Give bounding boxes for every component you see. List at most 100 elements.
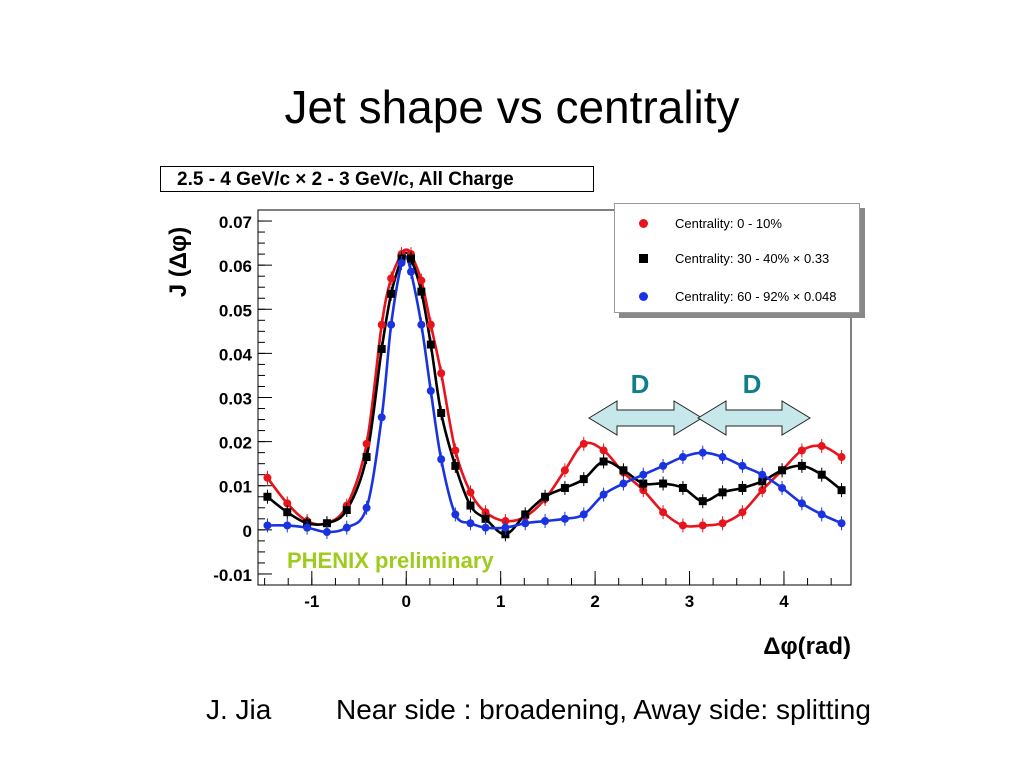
data-point xyxy=(718,488,727,497)
data-point xyxy=(417,287,426,296)
y-tick-label: 0.01 xyxy=(219,478,252,497)
legend-item: Centrality: 60 - 92% × 0.048 xyxy=(615,287,859,307)
y-tick-label: -0.01 xyxy=(213,566,252,585)
data-point xyxy=(362,453,371,462)
x-tick-label: -1 xyxy=(304,592,319,611)
data-point xyxy=(778,466,787,475)
slide-title: Jet shape vs centrality xyxy=(284,81,740,133)
data-point xyxy=(659,479,668,488)
data-point xyxy=(377,344,386,353)
data-point xyxy=(817,442,826,451)
data-point xyxy=(387,320,396,329)
data-point xyxy=(406,254,415,263)
data-point xyxy=(599,446,608,455)
data-point xyxy=(698,497,707,506)
data-point xyxy=(501,523,510,532)
y-tick-label: 0 xyxy=(243,522,252,541)
data-point xyxy=(387,289,396,298)
data-point xyxy=(303,523,312,532)
data-point xyxy=(837,486,846,495)
legend: Centrality: 0 - 10% Centrality: 30 - 40%… xyxy=(614,203,860,313)
data-point xyxy=(322,528,331,537)
data-point xyxy=(579,475,588,484)
data-point xyxy=(659,461,668,470)
legend-item: Centrality: 0 - 10% xyxy=(615,214,859,234)
double-arrow xyxy=(697,400,811,436)
data-point xyxy=(397,258,406,267)
data-point xyxy=(758,470,767,479)
data-point xyxy=(758,486,767,495)
arrow-label: D xyxy=(743,369,762,399)
data-point xyxy=(560,514,569,523)
data-point xyxy=(426,386,435,395)
data-point xyxy=(481,514,490,523)
y-tick-label: 0.02 xyxy=(219,434,252,453)
y-tick-label: 0.07 xyxy=(219,213,252,232)
data-point xyxy=(817,510,826,519)
data-point xyxy=(466,501,475,510)
data-point xyxy=(521,519,530,528)
legend-marker-blue xyxy=(639,292,648,301)
data-point xyxy=(797,499,806,508)
x-tick-label: 4 xyxy=(779,592,789,611)
data-point xyxy=(417,276,426,285)
data-point xyxy=(437,455,446,464)
data-point xyxy=(362,439,371,448)
data-point xyxy=(322,519,331,528)
data-point xyxy=(377,413,386,422)
annotations: PHENIX preliminary D D xyxy=(287,369,811,573)
data-point xyxy=(837,453,846,462)
data-point xyxy=(837,519,846,528)
data-point xyxy=(579,510,588,519)
legend-marker-black xyxy=(639,254,648,263)
x-tick-label: 2 xyxy=(590,592,599,611)
data-point xyxy=(466,488,475,497)
data-points xyxy=(263,247,846,542)
data-point xyxy=(451,510,460,519)
data-point xyxy=(698,448,707,457)
data-point xyxy=(437,369,446,378)
legend-label: Centrality: 30 - 40% × 0.33 xyxy=(675,251,830,266)
data-point xyxy=(639,470,648,479)
x-tick-label: 0 xyxy=(402,592,411,611)
data-point xyxy=(541,517,550,526)
y-tick-label: 0.05 xyxy=(219,301,252,320)
data-point xyxy=(797,461,806,470)
legend-label: Centrality: 0 - 10% xyxy=(675,216,782,231)
data-point xyxy=(541,492,550,501)
data-point xyxy=(738,508,747,517)
data-point xyxy=(639,479,648,488)
data-point xyxy=(678,483,687,492)
data-point xyxy=(387,274,396,283)
data-point xyxy=(283,508,292,517)
data-point xyxy=(406,267,415,276)
x-tick-label: 1 xyxy=(496,592,505,611)
data-point xyxy=(698,521,707,530)
x-tick-label: 3 xyxy=(685,592,694,611)
arrow-label: D xyxy=(631,369,650,399)
y-tick-label: 0.06 xyxy=(219,257,252,276)
data-point xyxy=(283,521,292,530)
footer-author: J. Jia xyxy=(206,694,272,725)
data-point xyxy=(659,508,668,517)
data-point xyxy=(466,519,475,528)
data-point xyxy=(263,473,272,482)
data-point xyxy=(738,461,747,470)
plot-frame: -0.01 0 0.01 0.02 0.03 0.04 0.05 0.06 0.07 -1 0 1 2 3… xyxy=(165,209,852,660)
data-point xyxy=(797,446,806,455)
watermark-label: PHENIX preliminary xyxy=(287,548,494,573)
y-tick-label: 0.04 xyxy=(219,345,253,364)
data-point xyxy=(283,499,292,508)
data-point xyxy=(362,503,371,512)
data-point xyxy=(377,320,386,329)
legend-marker-red xyxy=(639,219,648,228)
data-point xyxy=(342,523,351,532)
data-point xyxy=(426,340,435,349)
x-axis-label: Δφ(rad) xyxy=(763,633,851,660)
data-point xyxy=(678,453,687,462)
data-point xyxy=(417,320,426,329)
y-axis-label: J (Δφ) xyxy=(165,227,192,297)
data-point xyxy=(718,453,727,462)
data-point xyxy=(718,519,727,528)
